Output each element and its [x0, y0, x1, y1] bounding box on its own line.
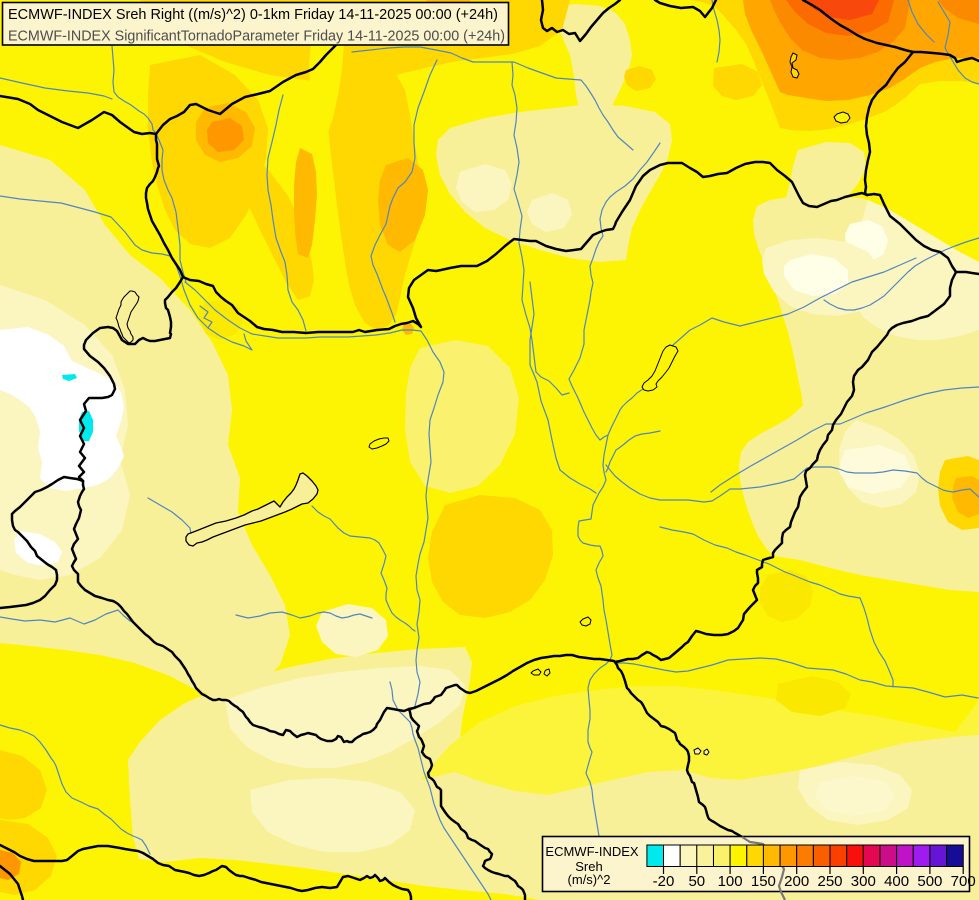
svg-text:(m/s)^2: (m/s)^2	[568, 872, 611, 887]
svg-text:50: 50	[688, 873, 705, 890]
svg-text:Sreh: Sreh	[575, 859, 602, 874]
svg-text:100: 100	[718, 873, 743, 890]
svg-text:250: 250	[817, 873, 842, 890]
svg-text:150: 150	[751, 873, 776, 890]
svg-text:200: 200	[784, 873, 809, 890]
svg-text:ECMWF-INDEX Sreh Right ((m/s)^: ECMWF-INDEX Sreh Right ((m/s)^2) 0-1km F…	[8, 6, 498, 23]
svg-text:400: 400	[884, 873, 909, 890]
svg-text:700: 700	[951, 873, 976, 890]
svg-text:ECMWF-INDEX SignificantTornado: ECMWF-INDEX SignificantTornadoParameter …	[8, 28, 505, 45]
svg-text:500: 500	[917, 873, 942, 890]
svg-text:300: 300	[851, 873, 876, 890]
svg-text:-20: -20	[653, 873, 675, 890]
svg-text:ECMWF-INDEX: ECMWF-INDEX	[545, 844, 638, 859]
